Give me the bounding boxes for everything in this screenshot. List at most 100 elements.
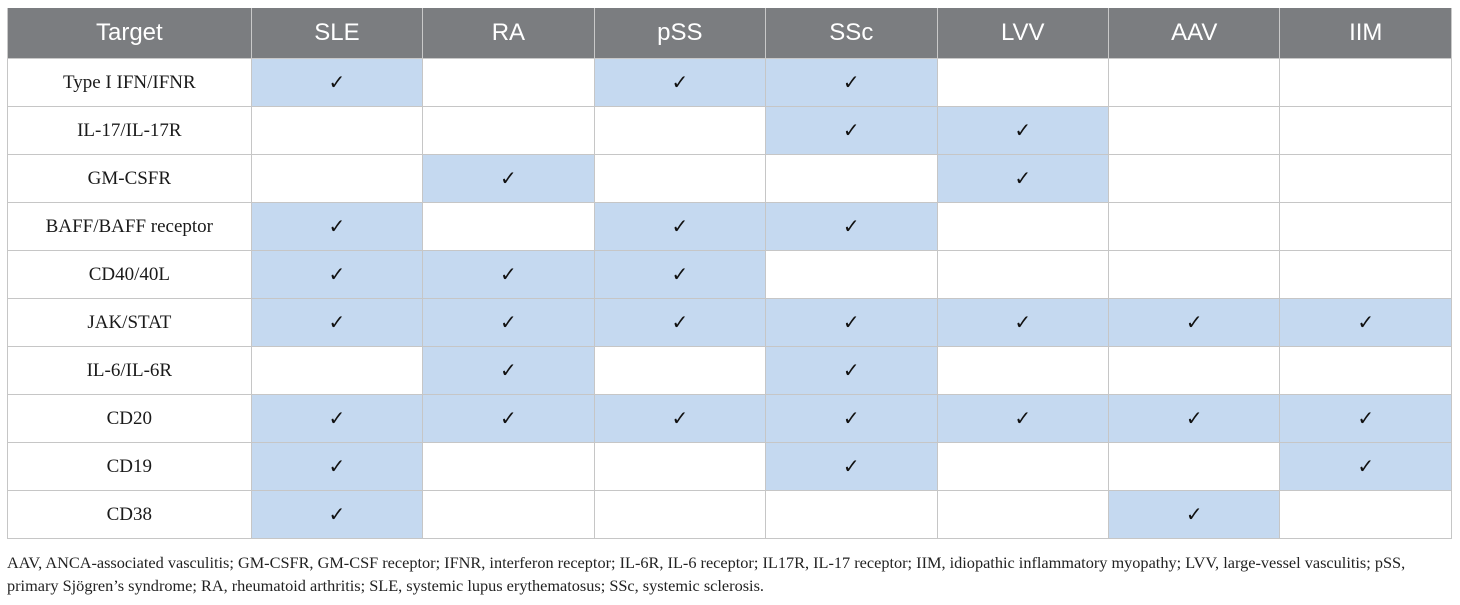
check-icon: ✓ <box>328 502 346 526</box>
row-label: CD20 <box>7 394 252 443</box>
header-row: Target SLE RA pSS SSc LVV AAV IIM <box>7 8 1452 59</box>
table-cell <box>593 106 767 155</box>
check-icon: ✓ <box>1014 406 1032 430</box>
table-cell <box>936 442 1110 491</box>
check-icon: ✓ <box>671 214 689 238</box>
header-lvv: LVV <box>936 8 1110 59</box>
check-icon: ✓ <box>1185 310 1203 334</box>
check-icon: ✓ <box>499 358 517 382</box>
table-cell: ✓ <box>422 298 595 347</box>
table-cell: ✓ <box>936 154 1110 203</box>
table-cell <box>593 346 767 395</box>
check-icon: ✓ <box>328 70 346 94</box>
table-cell: ✓ <box>422 154 595 203</box>
table-cell: ✓ <box>765 298 938 347</box>
targets-table: Target SLE RA pSS SSc LVV AAV IIM Type I… <box>7 8 1452 539</box>
table-cell: ✓ <box>422 394 595 443</box>
row-label: CD40/40L <box>7 250 252 299</box>
table-cell <box>422 202 595 251</box>
check-icon: ✓ <box>671 70 689 94</box>
check-icon: ✓ <box>842 310 860 334</box>
table-cell <box>1279 250 1452 299</box>
check-icon: ✓ <box>328 454 346 478</box>
table-row: GM-CSFR ✓ ✓ <box>7 154 1452 203</box>
table-cell: ✓ <box>936 298 1110 347</box>
table-cell <box>1279 154 1452 203</box>
table-row: CD20 ✓ ✓ ✓ ✓ ✓ ✓ ✓ <box>7 394 1452 443</box>
table-row: Type I IFN/IFNR ✓ ✓ ✓ <box>7 58 1452 107</box>
table-cell: ✓ <box>765 442 938 491</box>
check-icon: ✓ <box>1357 310 1375 334</box>
table-cell <box>1108 58 1281 107</box>
table-cell <box>250 154 424 203</box>
table-cell <box>422 58 595 107</box>
table-cell: ✓ <box>593 202 767 251</box>
check-icon: ✓ <box>671 406 689 430</box>
table-cell <box>936 202 1110 251</box>
table-row: BAFF/BAFF receptor ✓ ✓ ✓ <box>7 202 1452 251</box>
table-cell: ✓ <box>936 394 1110 443</box>
row-label: Type I IFN/IFNR <box>7 58 252 107</box>
table-cell <box>593 490 767 539</box>
table-cell <box>1279 346 1452 395</box>
table-cell <box>936 250 1110 299</box>
header-aav: AAV <box>1108 8 1281 59</box>
table-cell: ✓ <box>765 394 938 443</box>
table-cell: ✓ <box>765 58 938 107</box>
check-icon: ✓ <box>499 310 517 334</box>
table-cell <box>250 106 424 155</box>
table-cell: ✓ <box>250 202 424 251</box>
check-icon: ✓ <box>328 262 346 286</box>
table-footnote: AAV, ANCA-associated vasculitis; GM-CSFR… <box>7 553 1406 595</box>
table-cell: ✓ <box>1108 490 1281 539</box>
check-icon: ✓ <box>842 70 860 94</box>
check-icon: ✓ <box>328 214 346 238</box>
table-cell <box>1108 202 1281 251</box>
check-icon: ✓ <box>842 118 860 142</box>
table-container: Target SLE RA pSS SSc LVV AAV IIM Type I… <box>7 8 1452 539</box>
table-cell <box>1108 442 1281 491</box>
table-cell: ✓ <box>765 106 938 155</box>
table-cell <box>422 442 595 491</box>
table-cell: ✓ <box>250 298 424 347</box>
table-body: Type I IFN/IFNR ✓ ✓ ✓ IL-17/IL-17R ✓ ✓ GM-CSFR ✓… <box>7 58 1452 539</box>
check-icon: ✓ <box>1185 406 1203 430</box>
row-label: JAK/STAT <box>7 298 252 347</box>
table-cell <box>1108 154 1281 203</box>
table-row: JAK/STAT ✓ ✓ ✓ ✓ ✓ ✓ ✓ <box>7 298 1452 347</box>
check-icon: ✓ <box>1014 166 1032 190</box>
table-cell: ✓ <box>422 346 595 395</box>
header-ssc: SSc <box>765 8 938 59</box>
check-icon: ✓ <box>328 310 346 334</box>
table-cell <box>593 442 767 491</box>
check-icon: ✓ <box>328 406 346 430</box>
check-icon: ✓ <box>842 214 860 238</box>
table-cell <box>422 490 595 539</box>
row-label: BAFF/BAFF receptor <box>7 202 252 251</box>
table-row: IL-6/IL-6R ✓ ✓ <box>7 346 1452 395</box>
check-icon: ✓ <box>499 406 517 430</box>
table-cell: ✓ <box>250 394 424 443</box>
table-row: CD19 ✓ ✓ ✓ <box>7 442 1452 491</box>
table-cell <box>250 346 424 395</box>
row-label: IL-17/IL-17R <box>7 106 252 155</box>
check-icon: ✓ <box>842 358 860 382</box>
check-icon: ✓ <box>842 454 860 478</box>
table-row: CD40/40L ✓ ✓ ✓ <box>7 250 1452 299</box>
table-cell: ✓ <box>593 250 767 299</box>
table-cell <box>1108 346 1281 395</box>
header-pss: pSS <box>593 8 767 59</box>
table-cell: ✓ <box>1108 394 1281 443</box>
table-cell: ✓ <box>250 58 424 107</box>
table-cell: ✓ <box>593 58 767 107</box>
header-sle: SLE <box>250 8 424 59</box>
check-icon: ✓ <box>1357 406 1375 430</box>
table-cell <box>765 250 938 299</box>
table-cell: ✓ <box>250 442 424 491</box>
check-icon: ✓ <box>842 406 860 430</box>
table-cell: ✓ <box>250 490 424 539</box>
table-cell: ✓ <box>1108 298 1281 347</box>
check-icon: ✓ <box>1014 118 1032 142</box>
table-cell <box>1108 106 1281 155</box>
table-cell <box>765 490 938 539</box>
